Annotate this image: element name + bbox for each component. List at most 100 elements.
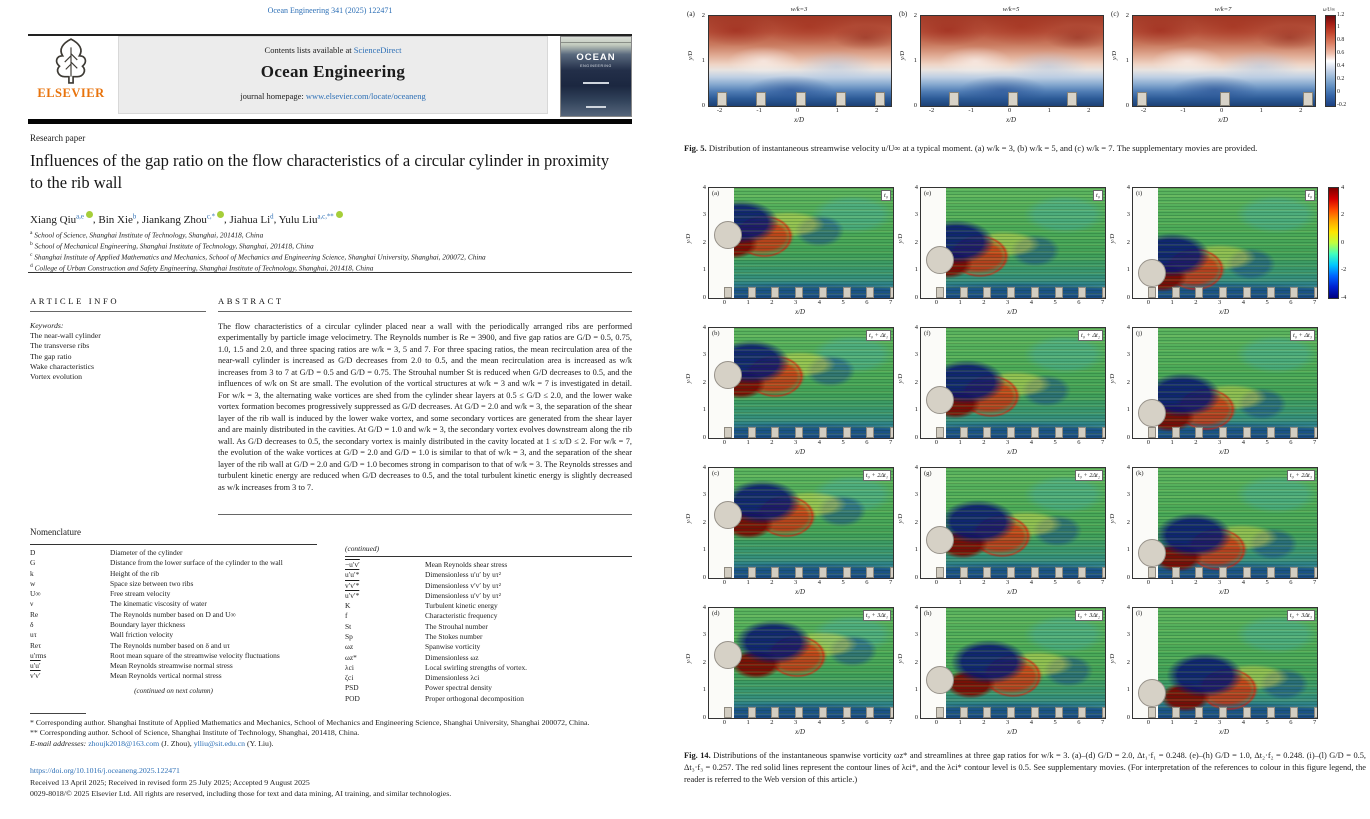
rib — [1007, 287, 1016, 298]
elsevier-logo[interactable]: ELSEVIER — [28, 37, 114, 115]
rib — [818, 287, 827, 298]
x-tick-label: 4 — [1029, 719, 1034, 726]
figure-5-caption: Fig. 5. Distribution of instantaneous st… — [684, 142, 1364, 154]
y-axis-label: y/D — [685, 373, 693, 384]
x-tick-label: 6 — [1077, 719, 1081, 726]
nomenclature-definition: Proper orthogonal decomposition — [425, 693, 524, 703]
rib — [1266, 567, 1275, 578]
y-tick-label: 4 — [914, 463, 918, 471]
nomenclature-row: k Height of the rib — [30, 569, 317, 579]
keywords-list: The near-wall cylinder The transverse rib… — [30, 331, 206, 382]
nomenclature-row: f Characteristic frequency — [345, 611, 632, 621]
rib — [1195, 707, 1204, 718]
rib — [935, 427, 944, 438]
cylinder — [1137, 539, 1166, 567]
x-tick-label: 7 — [889, 719, 893, 726]
velocity-contour-plot — [1132, 15, 1316, 107]
homepage-prefix: journal homepage: — [240, 91, 304, 101]
affiliation-sup: c — [30, 252, 33, 258]
x-tick-label: -2 — [928, 107, 935, 114]
rib — [983, 707, 992, 718]
orcid-icon[interactable] — [335, 211, 343, 218]
vorticity-streamline-plot: (f) t₀ + Δt₂ — [920, 327, 1106, 439]
nomenclature-row: δ Boundary layer thickness — [30, 620, 317, 630]
fig5-panel-b: (b) w/k=5 y/D 2 1 0 -2 -1 0 1 2 x/D — [898, 6, 1110, 136]
x-tick-label: 1 — [1259, 107, 1263, 114]
rib — [959, 427, 968, 438]
vorticity-streamline-plot: (i) t₀ — [1132, 187, 1318, 299]
rib — [866, 427, 875, 438]
y-tick-label: 1 — [914, 546, 918, 553]
y-tick-label: 3 — [914, 491, 918, 498]
time-tag: t₀ + 3Δt₂ — [1074, 610, 1103, 622]
rib — [1078, 287, 1087, 298]
header-divider — [28, 119, 632, 124]
y-tick-label: 0 — [914, 433, 918, 441]
orcid-icon[interactable] — [85, 211, 93, 218]
nomenclature-definition: Height of the rib — [110, 568, 160, 578]
sciencedirect-link[interactable]: ScienceDirect — [353, 45, 402, 55]
vorticity-streamline-plot: (e) t₀ — [920, 187, 1106, 299]
footnotes: * Corresponding author. Shanghai Institu… — [30, 718, 632, 749]
x-tick-label: 5 — [1053, 439, 1057, 446]
rib — [1054, 707, 1063, 718]
x-tick-label: 0 — [1146, 719, 1151, 726]
x-tick-label: 0 — [1220, 107, 1224, 114]
email-link-zhou[interactable]: zhoujk2018@163.com — [88, 738, 160, 748]
rib — [1078, 427, 1087, 438]
y-tick-label: 2 — [1126, 518, 1130, 526]
doi-link[interactable]: https://doi.org/10.1016/j.oceaneng.2025.… — [30, 766, 180, 775]
x-tick-label: 7 — [889, 299, 893, 306]
x-tick-label: 6 — [1077, 579, 1081, 586]
x-tick-label: 0 — [722, 719, 727, 726]
y-tick-label: 0 — [914, 293, 918, 301]
x-tick-label: 3 — [1218, 579, 1222, 586]
orcid-icon[interactable] — [217, 211, 225, 218]
rib — [959, 287, 968, 298]
rib — [1290, 287, 1299, 298]
header-top-rule — [28, 34, 632, 36]
rib — [835, 92, 846, 106]
x-tick-label: 0 — [934, 439, 939, 446]
nomenclature-symbol: U∞ — [30, 589, 41, 599]
nomenclature-definition: Mean Reynolds vertical normal stress — [110, 671, 222, 681]
rib — [795, 707, 804, 718]
time-tag: t₀ + 3Δt₃ — [1286, 610, 1315, 622]
continued-note: (continued on next column) — [134, 686, 213, 695]
rib — [747, 287, 756, 298]
email-link-liu[interactable]: ylliu@sit.edu.cn — [193, 738, 246, 748]
rib — [1219, 707, 1228, 718]
y-tick-label: 4 — [702, 183, 706, 191]
journal-cover-thumbnail[interactable]: OCEAN ENGINEERING — [560, 36, 632, 117]
abstract-text: The flow characteristics of a circular c… — [218, 322, 632, 492]
rib — [1102, 287, 1105, 298]
colorbar-tick-label: -0.2 — [1337, 101, 1347, 108]
y-tick-label: 0 — [701, 101, 705, 109]
y-tick-label: 0 — [913, 101, 917, 109]
y-tick-label: 0 — [702, 293, 706, 301]
nomenclature-definition: Spanwise vorticity — [425, 642, 481, 652]
x-tick-label: 1 — [1170, 719, 1174, 726]
nomenclature-symbol: K — [345, 601, 351, 611]
nomenclature-row: ωz Spanwise vorticity — [345, 642, 632, 652]
nomenclature-row: λci Local swirling strengths of vortex. — [345, 663, 632, 673]
rib — [1007, 707, 1016, 718]
x-tick-label: 7 — [1101, 719, 1105, 726]
colorbar-tick-label: 0 — [1341, 238, 1345, 246]
x-axis-label: x/D — [795, 449, 805, 456]
fig14-panel-c: y/D 4 3 2 1 0 (c) t₀ + 2Δt₁ 0 1 2 3 4 5 6 7 x/D — [685, 462, 898, 602]
nomenclature-symbol: Re — [30, 609, 39, 619]
x-tick-label: 2 — [1194, 579, 1198, 586]
rib — [842, 427, 851, 438]
y-tick-label: 2 — [914, 238, 918, 246]
nomenclature-symbol: Reτ — [30, 640, 42, 650]
journal-citation[interactable]: Ocean Engineering 341 (2025) 122471 — [267, 6, 393, 15]
author-name: Bin Xie — [98, 213, 133, 226]
colorbar-gradient — [1325, 15, 1336, 107]
nomenclature-row: u′v′* Dimensionless u′v′ by uτ² — [345, 591, 632, 601]
journal-homepage-link[interactable]: www.elsevier.com/locate/oceaneng — [305, 91, 426, 101]
cylinder — [1137, 259, 1166, 287]
copyright-line: 0029-8018/© 2025 Elsevier Ltd. All right… — [30, 789, 452, 798]
x-tick-label: 1 — [1170, 299, 1174, 306]
email-suffix-1: (J. Zhou), — [159, 738, 194, 748]
